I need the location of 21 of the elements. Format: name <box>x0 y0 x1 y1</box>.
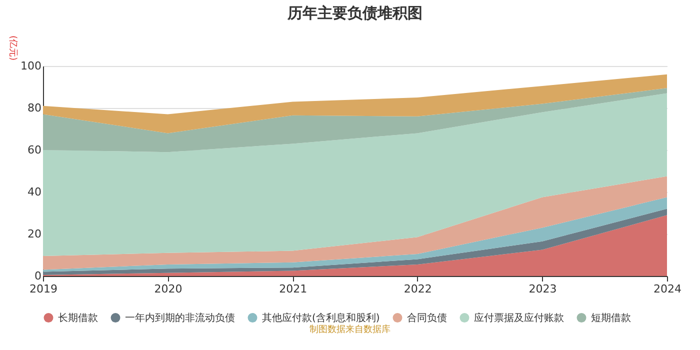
legend-label: 一年内到期的非流动负债 <box>125 312 235 324</box>
x-tick-label: 2019 <box>30 282 58 296</box>
legend-label: 长期借款 <box>58 312 98 324</box>
chart-title: 历年主要负债堆积图 <box>286 4 422 22</box>
legend-label: 其他应付款(含利息和股利) <box>262 312 380 324</box>
legend-label: 合同负债 <box>407 312 447 324</box>
y-tick-label: 60 <box>28 144 42 156</box>
x-tick-label: 2024 <box>654 282 682 296</box>
x-tick-label: 2021 <box>279 282 308 296</box>
x-tick-label: 2020 <box>154 282 182 296</box>
x-tick-label: 2022 <box>404 282 432 296</box>
x-tick-label: 2023 <box>528 282 557 296</box>
y-axis-title: (亿元) <box>8 35 18 60</box>
legend-label: 短期借款 <box>591 312 631 324</box>
y-tick-label: 100 <box>20 60 42 72</box>
legend-label: 应付票据及应付账款 <box>474 312 564 324</box>
text: 制图数据来自数据库 <box>308 324 392 336</box>
y-tick-label: 20 <box>28 228 42 240</box>
y-tick-label: 80 <box>28 102 42 114</box>
y-tick-label: 0 <box>34 270 42 282</box>
y-tick-label: 40 <box>28 186 42 198</box>
